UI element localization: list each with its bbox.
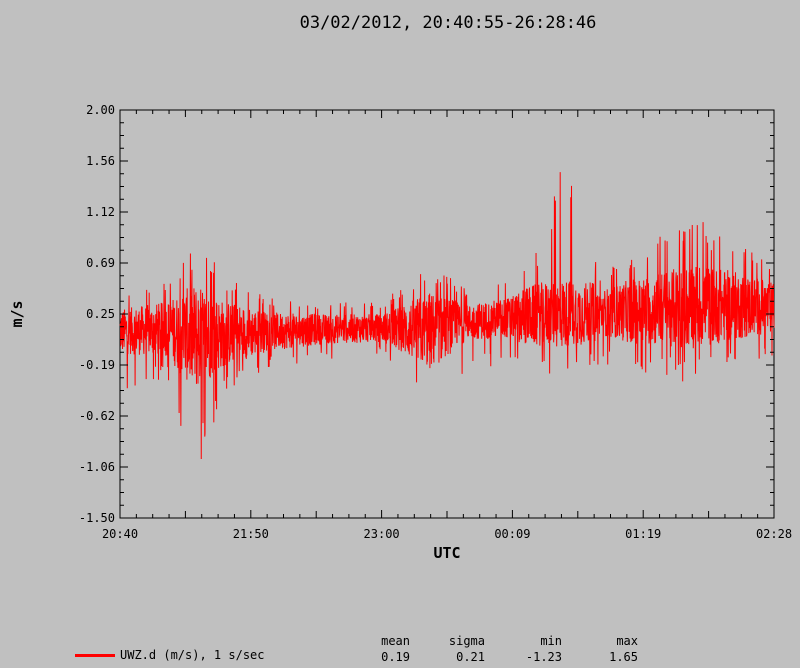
y-axis-label: m/s bbox=[8, 300, 26, 327]
y-tick-label: 0.25 bbox=[86, 307, 115, 321]
x-tick-label: 20:40 bbox=[102, 527, 138, 541]
x-axis-label: UTC bbox=[433, 544, 460, 562]
y-tick-label: -1.06 bbox=[79, 460, 115, 474]
y-tick-label: -1.50 bbox=[79, 511, 115, 525]
x-tick-label: 21:50 bbox=[233, 527, 269, 541]
y-tick-label: -0.62 bbox=[79, 409, 115, 423]
y-axis-ticks bbox=[120, 109, 774, 519]
x-tick-label: 02:28 bbox=[756, 527, 792, 541]
y-tick-label: 1.12 bbox=[86, 205, 115, 219]
plot-area: 2.00 1.56 1.12 0.69 0.25 -0.19 -0.62 -1.06 -1.50… bbox=[79, 103, 792, 541]
y-tick-label: 1.56 bbox=[86, 154, 115, 168]
y-axis-tick-labels: 2.00 1.56 1.12 0.69 0.25 -0.19 -0.62 -1.06 -1.50 bbox=[79, 103, 115, 525]
y-tick-label: -0.19 bbox=[79, 358, 115, 372]
x-tick-label: 23:00 bbox=[364, 527, 400, 541]
x-tick-label: 00:09 bbox=[494, 527, 530, 541]
y-tick-label: 2.00 bbox=[86, 103, 115, 117]
x-axis-ticks bbox=[119, 110, 775, 518]
x-tick-label: 01:19 bbox=[625, 527, 661, 541]
chart-title: 03/02/2012, 20:40:55-26:28:46 bbox=[300, 13, 597, 33]
x-axis-tick-labels: 20:40 21:50 23:00 00:09 01:19 02:28 bbox=[102, 527, 792, 541]
y-tick-label: 0.69 bbox=[86, 256, 115, 270]
trace-series-line bbox=[119, 172, 775, 460]
